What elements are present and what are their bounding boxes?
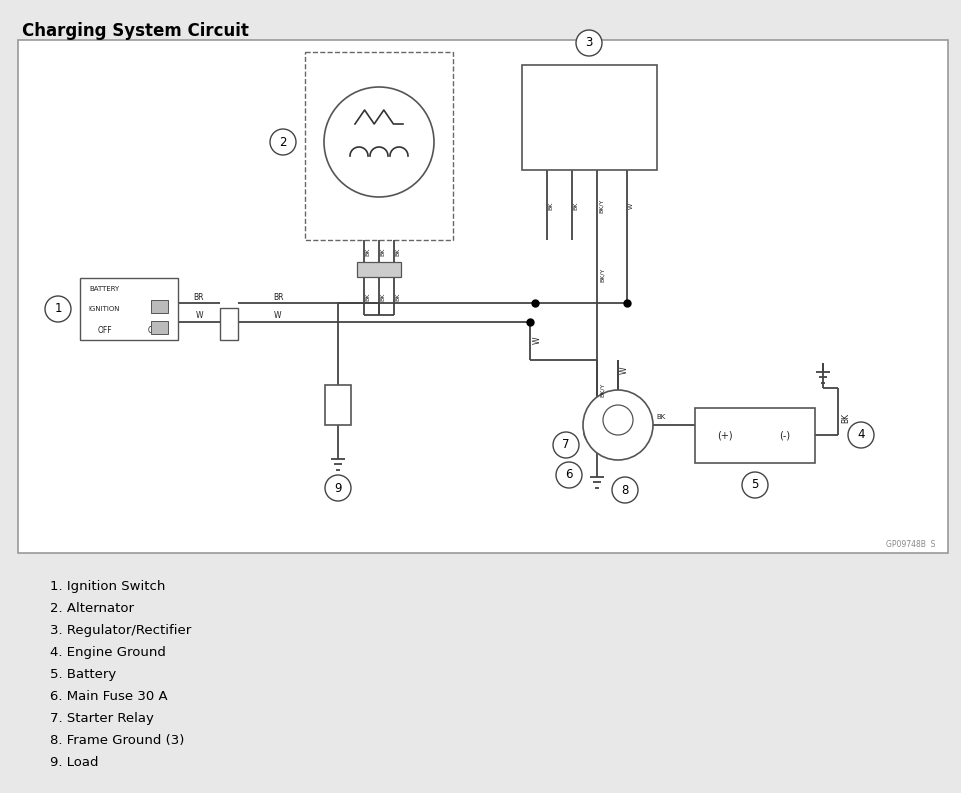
- Text: 9. Load: 9. Load: [50, 756, 98, 769]
- Text: BK: BK: [549, 201, 554, 210]
- Text: Charging System Circuit: Charging System Circuit: [22, 22, 249, 40]
- Text: W: W: [532, 336, 541, 343]
- Text: 1: 1: [54, 302, 62, 316]
- Text: BK: BK: [396, 293, 401, 301]
- Text: BR: BR: [194, 293, 205, 301]
- Text: BK: BK: [574, 201, 579, 210]
- Text: BK/Y: BK/Y: [599, 199, 604, 213]
- Circle shape: [270, 129, 296, 155]
- Text: W: W: [195, 312, 203, 320]
- Bar: [220, 308, 238, 340]
- Bar: [305, 52, 453, 240]
- Circle shape: [742, 472, 768, 498]
- Circle shape: [556, 462, 582, 488]
- Text: 6: 6: [565, 469, 573, 481]
- Text: BK/Y: BK/Y: [600, 383, 604, 397]
- Text: 3: 3: [585, 36, 593, 49]
- Circle shape: [553, 432, 579, 458]
- Text: BK: BK: [842, 413, 850, 423]
- Text: 5: 5: [752, 478, 758, 492]
- Circle shape: [325, 475, 351, 501]
- Text: 9: 9: [334, 481, 342, 495]
- Text: BK: BK: [396, 247, 401, 256]
- Text: BATTERY: BATTERY: [89, 285, 119, 292]
- Text: 8. Frame Ground (3): 8. Frame Ground (3): [50, 734, 185, 747]
- Bar: [357, 262, 401, 277]
- Circle shape: [583, 390, 653, 460]
- Circle shape: [603, 405, 633, 435]
- Text: 1. Ignition Switch: 1. Ignition Switch: [50, 580, 165, 593]
- Text: 3. Regulator/Rectifier: 3. Regulator/Rectifier: [50, 624, 191, 637]
- Text: 7: 7: [562, 439, 570, 451]
- Text: 4. Engine Ground: 4. Engine Ground: [50, 646, 166, 659]
- Text: BK: BK: [381, 247, 385, 256]
- Circle shape: [612, 477, 638, 503]
- Text: 5. Battery: 5. Battery: [50, 668, 116, 681]
- Circle shape: [576, 30, 602, 56]
- Bar: [80, 278, 178, 340]
- Text: 4: 4: [857, 428, 865, 442]
- Bar: [325, 385, 351, 425]
- Text: BK/Y: BK/Y: [600, 268, 604, 282]
- Circle shape: [324, 87, 434, 197]
- Text: BK: BK: [381, 293, 385, 301]
- Circle shape: [848, 422, 874, 448]
- Bar: [151, 300, 168, 313]
- Text: 2: 2: [280, 136, 286, 148]
- Text: BK: BK: [365, 293, 371, 301]
- Text: GP09748B  S: GP09748B S: [886, 540, 935, 549]
- Circle shape: [584, 419, 610, 445]
- Text: 7. Starter Relay: 7. Starter Relay: [50, 712, 154, 725]
- Text: (-): (-): [779, 430, 791, 440]
- Text: BR: BR: [273, 293, 283, 301]
- Bar: [151, 321, 168, 335]
- Bar: [695, 408, 815, 463]
- Circle shape: [45, 296, 71, 322]
- Bar: [522, 65, 657, 170]
- Text: 2. Alternator: 2. Alternator: [50, 602, 134, 615]
- Text: W: W: [274, 312, 282, 320]
- Text: 6. Main Fuse 30 A: 6. Main Fuse 30 A: [50, 690, 167, 703]
- Text: IGNITION: IGNITION: [88, 306, 120, 312]
- Text: BK: BK: [365, 247, 371, 256]
- Bar: [18, 40, 948, 553]
- Text: W: W: [628, 203, 633, 209]
- Text: OFF: OFF: [97, 326, 111, 335]
- Text: BK: BK: [656, 414, 666, 420]
- Text: ON: ON: [148, 326, 160, 335]
- Text: W: W: [620, 366, 628, 374]
- Text: (+): (+): [717, 430, 733, 440]
- Text: 8: 8: [622, 484, 628, 496]
